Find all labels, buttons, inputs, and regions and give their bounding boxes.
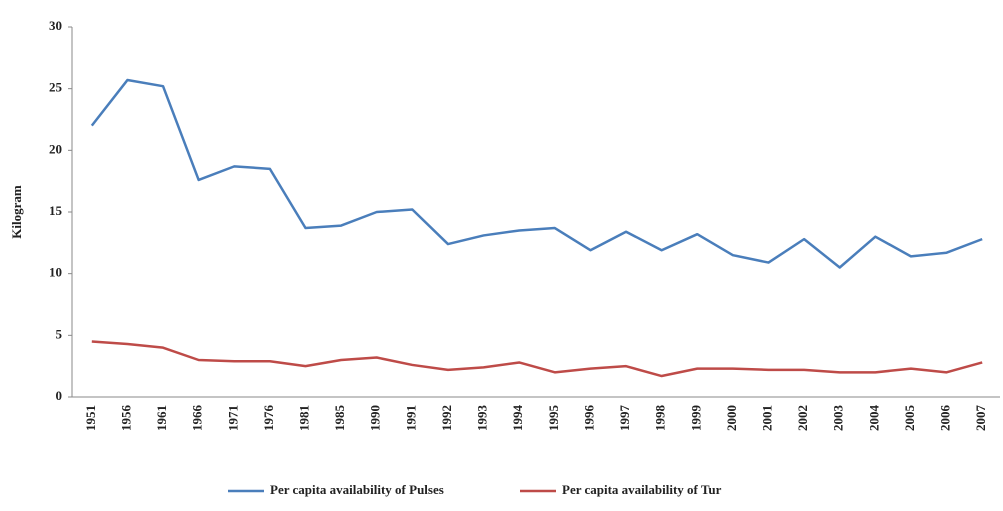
x-tick-label: 1981	[296, 405, 311, 431]
x-tick-label: 2004	[866, 405, 881, 432]
x-tick-label: 2005	[902, 405, 917, 432]
x-tick-label: 1966	[190, 405, 205, 432]
x-tick-label: 2006	[938, 405, 953, 432]
x-tick-label: 1990	[368, 405, 383, 431]
legend-label: Per capita availability of Pulses	[270, 482, 444, 497]
x-tick-label: 1951	[83, 405, 98, 431]
y-tick-label: 5	[56, 326, 63, 341]
data-line	[91, 340, 983, 378]
x-tick-label: 1992	[439, 405, 454, 431]
x-tick-label: 2000	[724, 405, 739, 431]
x-tick-label: 1999	[688, 405, 703, 432]
x-tick-label: 1994	[510, 405, 525, 432]
x-tick-label: 1976	[261, 405, 276, 432]
x-tick-label: 2003	[831, 405, 846, 432]
legend-label: Per capita availability of Tur	[562, 482, 722, 497]
x-tick-label: 1971	[225, 405, 240, 431]
x-tick-label: 1956	[118, 405, 133, 432]
y-axis-label: Kilogram	[9, 185, 24, 239]
x-tick-label: 1991	[403, 405, 418, 431]
x-tick-label: 1995	[546, 405, 561, 432]
y-tick-label: 25	[49, 80, 63, 95]
x-tick-label: 2007	[973, 405, 988, 432]
x-tick-label: 1998	[653, 405, 668, 432]
x-tick-label: 1993	[475, 405, 490, 432]
data-line	[90, 78, 983, 269]
x-tick-label: 2001	[759, 405, 774, 431]
y-tick-label: 10	[49, 265, 62, 280]
y-tick-label: 20	[49, 141, 62, 156]
x-tick-label: 1985	[332, 405, 347, 432]
x-tick-label: 2002	[795, 405, 810, 431]
x-tick-label: 1961	[154, 405, 169, 431]
x-tick-label: 1997	[617, 405, 632, 432]
y-tick-label: 30	[49, 18, 62, 33]
y-tick-label: 15	[49, 203, 63, 218]
y-tick-label: 0	[56, 388, 63, 403]
x-tick-label: 1996	[581, 405, 596, 432]
